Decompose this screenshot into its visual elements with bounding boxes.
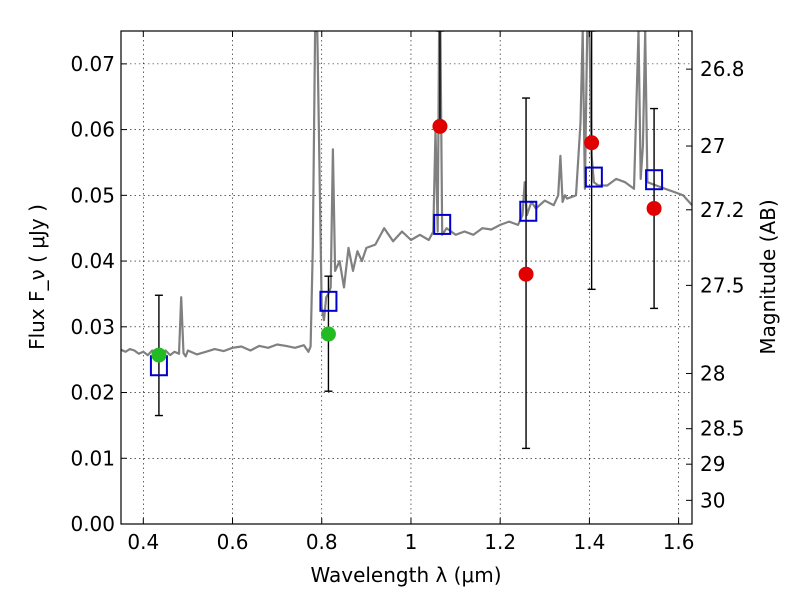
y-tick-label: 0.02 bbox=[70, 381, 115, 405]
right-tick-label: 26.8 bbox=[700, 57, 745, 81]
y-tick-label: 0.07 bbox=[70, 52, 115, 76]
model-band-square bbox=[433, 213, 452, 235]
x-tick-label: 1.6 bbox=[663, 530, 695, 554]
data-point bbox=[151, 347, 167, 363]
plot-frame bbox=[120, 30, 693, 525]
model-band-square bbox=[584, 166, 603, 188]
y-tick-label: 0.01 bbox=[70, 446, 115, 470]
right-tick-label: 29 bbox=[700, 452, 725, 476]
right-tick-label: 27.2 bbox=[700, 198, 745, 222]
x-tick-label: 1 bbox=[405, 530, 418, 554]
right-tick-label: 27 bbox=[700, 134, 725, 158]
plot-area bbox=[121, 31, 692, 450]
y-tick-label: 0.00 bbox=[70, 512, 115, 536]
data-point bbox=[518, 266, 534, 282]
data-point bbox=[320, 326, 336, 342]
y-tick-label: 0.06 bbox=[70, 118, 115, 142]
x-tick-label: 1.4 bbox=[573, 530, 605, 554]
right-axis-label: Magnitude (AB) bbox=[756, 199, 780, 354]
model-band-square bbox=[319, 290, 338, 312]
right-tick-label: 27.5 bbox=[700, 273, 745, 297]
right-tick-label: 28 bbox=[700, 361, 725, 385]
data-point bbox=[584, 135, 600, 151]
model-band-square bbox=[519, 200, 538, 222]
grid bbox=[121, 31, 692, 525]
model-spectrum-line bbox=[121, 31, 692, 358]
data-point bbox=[646, 200, 662, 216]
x-tick-label: 0.8 bbox=[306, 530, 338, 554]
y-tick-label: 0.05 bbox=[70, 183, 115, 207]
x-tick-label: 1.2 bbox=[484, 530, 516, 554]
x-tick-label: 0.6 bbox=[217, 530, 249, 554]
y-tick-label: 0.03 bbox=[70, 315, 115, 339]
model-band-square bbox=[645, 169, 664, 191]
y-axis-label: Flux F_ν ( μJy ) bbox=[25, 204, 49, 350]
y-axis-label-text: Flux F_ν ( μJy ) bbox=[25, 204, 49, 350]
right-axis-ticks: 26.8 27 27.2 27.5 28 28.5 29 30 bbox=[686, 57, 745, 512]
x-tick-label: 0.4 bbox=[127, 530, 159, 554]
x-axis-ticks: 0.4 0.6 0.8 1 1.2 1.4 1.6 bbox=[127, 31, 695, 554]
x-axis-label: Wavelength λ (μm) bbox=[310, 563, 501, 587]
y-tick-label: 0.04 bbox=[70, 249, 115, 273]
right-tick-label: 30 bbox=[700, 488, 725, 512]
data-point bbox=[432, 118, 448, 134]
right-tick-label: 28.5 bbox=[700, 417, 745, 441]
y-axis-ticks: 0.00 0.01 0.02 0.03 0.04 0.05 0.06 0.07 bbox=[70, 52, 127, 536]
